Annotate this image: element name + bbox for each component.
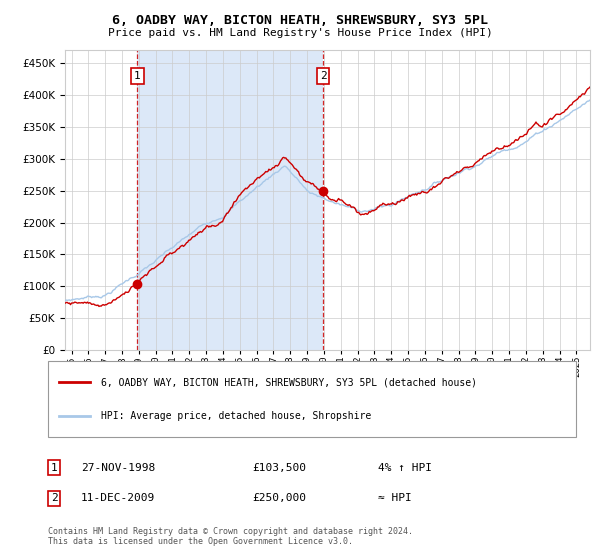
Text: 27-NOV-1998: 27-NOV-1998 <box>81 463 155 473</box>
Text: 4% ↑ HPI: 4% ↑ HPI <box>378 463 432 473</box>
FancyBboxPatch shape <box>48 361 576 437</box>
Text: 1: 1 <box>50 463 58 473</box>
Text: HPI: Average price, detached house, Shropshire: HPI: Average price, detached house, Shro… <box>101 410 371 421</box>
Text: Price paid vs. HM Land Registry's House Price Index (HPI): Price paid vs. HM Land Registry's House … <box>107 28 493 38</box>
Text: 6, OADBY WAY, BICTON HEATH, SHREWSBURY, SY3 5PL (detached house): 6, OADBY WAY, BICTON HEATH, SHREWSBURY, … <box>101 377 477 388</box>
Text: 6, OADBY WAY, BICTON HEATH, SHREWSBURY, SY3 5PL: 6, OADBY WAY, BICTON HEATH, SHREWSBURY, … <box>112 14 488 27</box>
Text: 1: 1 <box>134 71 141 81</box>
Text: 2: 2 <box>50 493 58 503</box>
Text: ≈ HPI: ≈ HPI <box>378 493 412 503</box>
Text: Contains HM Land Registry data © Crown copyright and database right 2024.
This d: Contains HM Land Registry data © Crown c… <box>48 526 413 546</box>
Text: £103,500: £103,500 <box>252 463 306 473</box>
Bar <box>137 50 323 350</box>
Text: 2: 2 <box>320 71 326 81</box>
Text: 11-DEC-2009: 11-DEC-2009 <box>81 493 155 503</box>
Text: £250,000: £250,000 <box>252 493 306 503</box>
